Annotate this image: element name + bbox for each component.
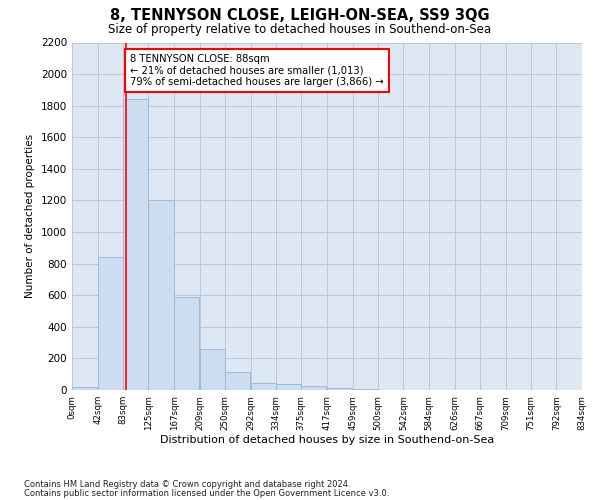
Bar: [353, 389, 378, 390]
Text: Contains HM Land Registry data © Crown copyright and database right 2024.: Contains HM Land Registry data © Crown c…: [24, 480, 350, 489]
Bar: [200, 349, 225, 390]
Bar: [276, 384, 301, 390]
Bar: [123, 100, 148, 390]
Bar: [327, 388, 352, 390]
Bar: [251, 383, 275, 390]
Bar: [72, 387, 97, 390]
Text: 8 TENNYSON CLOSE: 88sqm
← 21% of detached houses are smaller (1,013)
79% of semi: 8 TENNYSON CLOSE: 88sqm ← 21% of detache…: [130, 54, 384, 87]
Bar: [174, 297, 199, 390]
Y-axis label: Number of detached properties: Number of detached properties: [25, 134, 35, 298]
Bar: [301, 386, 326, 390]
Text: Contains public sector information licensed under the Open Government Licence v3: Contains public sector information licen…: [24, 489, 389, 498]
Bar: [225, 372, 250, 390]
Text: Size of property relative to detached houses in Southend-on-Sea: Size of property relative to detached ho…: [109, 22, 491, 36]
X-axis label: Distribution of detached houses by size in Southend-on-Sea: Distribution of detached houses by size …: [160, 436, 494, 446]
Text: 8, TENNYSON CLOSE, LEIGH-ON-SEA, SS9 3QG: 8, TENNYSON CLOSE, LEIGH-ON-SEA, SS9 3QG: [110, 8, 490, 22]
Bar: [148, 200, 173, 390]
Bar: [98, 258, 123, 390]
